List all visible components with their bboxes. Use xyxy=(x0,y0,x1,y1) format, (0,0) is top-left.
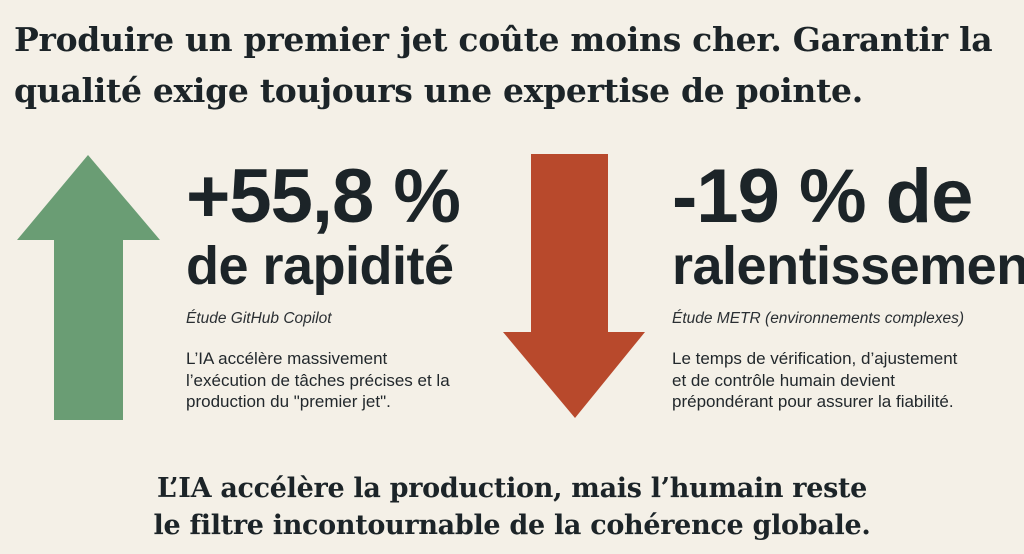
right-body: Le temps de vérification, d’ajustement e… xyxy=(672,348,1024,413)
arrow-up-icon xyxy=(17,155,160,420)
left-body: L’IA accélère massivement l’exécution de… xyxy=(186,348,460,413)
right-stat: -19 % de ralentissement Étude METR (envi… xyxy=(672,158,1024,413)
title-line-2: qualité exige toujours une expertise de … xyxy=(14,71,863,110)
left-stat: +55,8 % de rapidité Étude GitHub Copilot… xyxy=(186,154,461,413)
title-line-1: Produire un premier jet coûte moins cher… xyxy=(14,20,993,59)
left-source: Étude GitHub Copilot xyxy=(186,310,332,327)
left-body-line: L’IA accélère massivement xyxy=(186,349,388,368)
right-figure: -19 % de xyxy=(672,154,973,239)
page-title: Produire un premier jet coûte moins cher… xyxy=(14,14,1014,116)
conclusion-line-2: le filtre incontournable de la cohérence… xyxy=(153,510,871,541)
left-body-line: l’exécution de tâches précises et la xyxy=(186,370,450,390)
right-label: ralentissement xyxy=(672,236,1024,296)
conclusion: L’IA accélère la production, mais l’huma… xyxy=(0,470,1024,544)
left-figure: +55,8 % xyxy=(186,154,461,239)
left-body-line: production du "premier jet". xyxy=(186,392,391,411)
left-label: de rapidité xyxy=(186,236,454,296)
right-body-line: et de contrôle humain devient xyxy=(672,370,896,390)
arrow-down-icon xyxy=(503,154,645,418)
right-body-line: prépondérant pour assurer la fiabilité. xyxy=(672,392,954,411)
right-body-line: Le temps de vérification, d’ajustement xyxy=(672,349,958,368)
right-source: Étude METR (environnements complexes) xyxy=(672,310,965,327)
conclusion-line-1: L’IA accélère la production, mais l’huma… xyxy=(156,473,868,504)
